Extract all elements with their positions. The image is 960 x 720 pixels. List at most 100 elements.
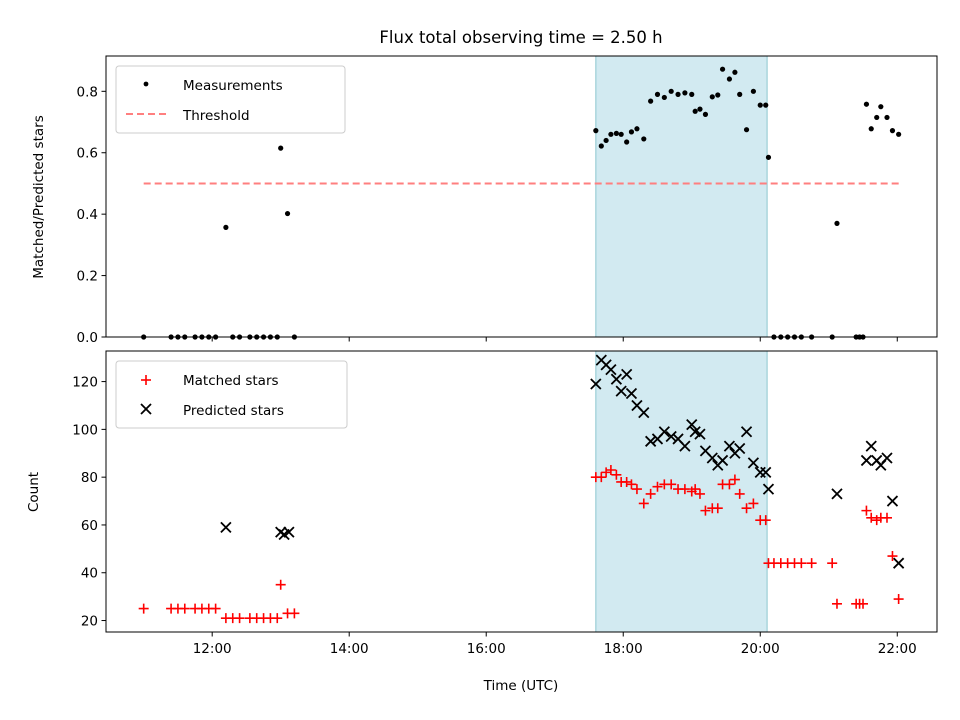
bottom-plot-frame bbox=[105, 350, 938, 633]
matched-star-point bbox=[272, 613, 283, 624]
measurement-point bbox=[689, 91, 695, 97]
legend-label-measurements: Measurements bbox=[183, 78, 283, 94]
measurement-point bbox=[284, 210, 291, 217]
measurement-point bbox=[889, 128, 896, 134]
matched-star-point bbox=[831, 598, 842, 609]
predicted-star-point bbox=[760, 466, 772, 479]
top-x-ticks bbox=[211, 337, 898, 342]
measurement-point bbox=[719, 66, 726, 72]
matched-star-point bbox=[596, 472, 607, 483]
measurement-point bbox=[618, 131, 624, 137]
matched-star-point bbox=[827, 558, 838, 569]
measurement-point bbox=[692, 108, 698, 114]
measurement-point bbox=[715, 92, 721, 98]
matched-star-point bbox=[694, 488, 705, 499]
matched-star-point bbox=[611, 469, 622, 480]
legend-dot-icon bbox=[143, 81, 149, 87]
y-tick-label: 100 bbox=[72, 422, 98, 438]
y-tick-label: 80 bbox=[81, 470, 98, 486]
measurement-point bbox=[702, 111, 709, 117]
predicted-star-point bbox=[762, 483, 775, 495]
measurement-point bbox=[709, 94, 715, 100]
predicted-star-point bbox=[665, 430, 677, 443]
matched-star-point bbox=[729, 474, 740, 485]
measurement-point bbox=[278, 145, 284, 151]
top-y-ticks: 0.0 0.2 0.4 0.6 0.8 bbox=[77, 84, 106, 346]
matched-star-point bbox=[652, 481, 663, 492]
measurement-point bbox=[732, 69, 738, 75]
bottom-x-ticks: 12:00 14:00 16:00 18:00 20:00 22:00 bbox=[193, 632, 917, 657]
top-legend-box bbox=[115, 65, 346, 134]
matched-star-point bbox=[724, 479, 735, 490]
matched-star-point bbox=[760, 515, 771, 526]
predicted-star-point bbox=[283, 526, 295, 538]
x-tick-label: 22:00 bbox=[878, 641, 917, 657]
y-tick-label: 0.8 bbox=[77, 84, 98, 100]
predicted-star-point bbox=[220, 521, 232, 533]
y-tick-label: 60 bbox=[81, 518, 98, 534]
predicted-star-point bbox=[716, 454, 729, 467]
matched-star-point bbox=[638, 498, 649, 509]
measurement-point bbox=[682, 90, 688, 96]
bottom-shaded-region bbox=[595, 350, 768, 633]
legend-label-matched-stars: Matched stars bbox=[183, 373, 279, 389]
measurement-point bbox=[613, 130, 619, 136]
matched-star-point bbox=[796, 558, 807, 569]
bottom-panel: 12:00 14:00 16:00 18:00 20:00 22:00 20 40 60 80 1… bbox=[26, 350, 938, 694]
top-shaded-region bbox=[595, 55, 768, 338]
predicted-star-point bbox=[605, 364, 617, 376]
predicted-stars-series bbox=[220, 354, 905, 569]
matched-star-point bbox=[734, 488, 745, 499]
measurement-point bbox=[223, 224, 229, 230]
predicted-star-point bbox=[621, 368, 633, 381]
bottom-y-axis-label: Count bbox=[26, 472, 42, 512]
matched-star-point bbox=[645, 488, 656, 499]
measurement-point bbox=[697, 106, 703, 112]
measurement-point bbox=[726, 76, 733, 82]
y-tick-label: 0.6 bbox=[77, 146, 98, 162]
matched-star-point bbox=[748, 498, 759, 509]
predicted-star-point bbox=[886, 495, 899, 507]
matched-star-point bbox=[179, 603, 190, 614]
predicted-star-point bbox=[865, 440, 877, 452]
predicted-star-point bbox=[706, 452, 718, 464]
matched-star-point bbox=[858, 598, 869, 609]
chart-title: Flux total observing time = 2.50 h bbox=[379, 28, 662, 47]
y-tick-label: 0.0 bbox=[77, 330, 98, 346]
matched-star-point bbox=[690, 484, 701, 495]
matched-star-point bbox=[234, 613, 245, 624]
predicted-star-point bbox=[740, 426, 753, 438]
measurement-point bbox=[641, 136, 647, 142]
matched-star-point bbox=[893, 594, 904, 605]
measurement-point bbox=[878, 104, 884, 110]
predicted-star-point bbox=[694, 428, 706, 440]
bottom-legend-box bbox=[115, 360, 348, 429]
matched-star-point bbox=[741, 503, 752, 514]
measurement-point bbox=[765, 154, 772, 160]
y-tick-label: 0.4 bbox=[77, 207, 98, 223]
measurement-point bbox=[763, 102, 769, 108]
y-tick-label: 0.2 bbox=[77, 269, 98, 285]
top-plot-frame bbox=[105, 55, 938, 338]
predicted-star-point bbox=[638, 407, 650, 419]
matched-stars-series bbox=[138, 464, 904, 624]
bottom-legend: Matched stars Predicted stars bbox=[115, 360, 348, 429]
predicted-star-point bbox=[686, 418, 698, 431]
legend-label-threshold: Threshold bbox=[182, 108, 250, 124]
measurement-point bbox=[675, 91, 681, 97]
measurement-point bbox=[868, 126, 874, 132]
bottom-y-ticks: 20 40 60 80 100 120 bbox=[72, 375, 106, 630]
predicted-star-point bbox=[734, 442, 746, 455]
predicted-star-point bbox=[615, 385, 627, 397]
y-tick-label: 120 bbox=[72, 375, 98, 391]
matched-star-point bbox=[605, 464, 616, 475]
matched-star-point bbox=[861, 505, 872, 516]
top-y-axis-label: Matched/Predicted stars bbox=[31, 115, 47, 278]
legend-label-predicted-stars: Predicted stars bbox=[183, 403, 284, 419]
predicted-star-point bbox=[881, 452, 893, 464]
predicted-star-point bbox=[610, 373, 623, 385]
measurement-point bbox=[863, 101, 870, 107]
predicted-star-point bbox=[723, 440, 736, 452]
measurement-point bbox=[834, 220, 840, 226]
measurement-point bbox=[603, 137, 609, 144]
